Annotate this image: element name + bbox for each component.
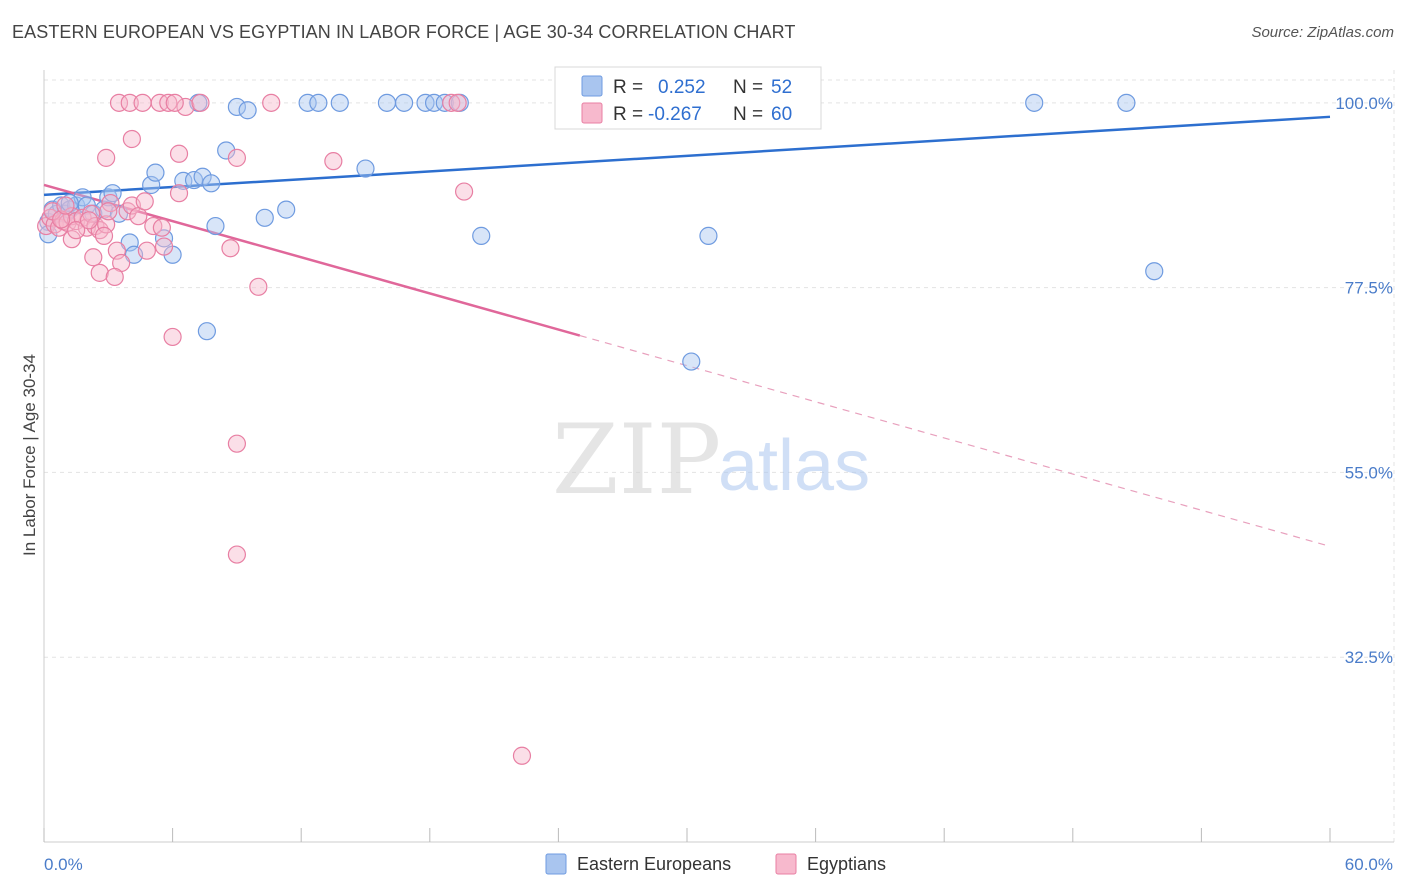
point-1-33 bbox=[122, 129, 141, 149]
chart-title: EASTERN EUROPEAN VS EGYPTIAN IN LABOR FO… bbox=[12, 22, 796, 42]
point-0-25 bbox=[227, 97, 246, 117]
legend-r-label-1: R = bbox=[613, 77, 643, 98]
point-1-36 bbox=[221, 239, 240, 258]
point-1-44 bbox=[512, 746, 532, 765]
point-1-52 bbox=[94, 226, 114, 245]
point-1-13 bbox=[97, 215, 116, 234]
point-1-58 bbox=[79, 211, 99, 230]
point-1-57 bbox=[169, 184, 189, 203]
point-0-47 bbox=[197, 322, 216, 341]
trend-line-1 bbox=[43, 183, 581, 337]
point-1-51 bbox=[67, 221, 86, 240]
stats-legend: R = 0.252 N = 52 R = -0.267 N = 60 bbox=[554, 66, 822, 130]
point-0-23 bbox=[206, 216, 225, 236]
point-1-47 bbox=[90, 263, 109, 282]
point-0-33 bbox=[377, 93, 397, 112]
point-0-44 bbox=[1117, 93, 1136, 112]
point-1-38 bbox=[262, 93, 281, 112]
point-1-27 bbox=[120, 93, 139, 112]
point-1-25 bbox=[176, 97, 195, 117]
y-tick-label-2: 55.0% bbox=[1345, 463, 1393, 482]
point-0-28 bbox=[277, 200, 296, 219]
point-1-31 bbox=[165, 93, 184, 112]
point-0-16 bbox=[146, 163, 165, 182]
point-1-28 bbox=[133, 93, 152, 112]
point-0-30 bbox=[309, 93, 328, 112]
legend-swatch-eastern bbox=[581, 75, 603, 97]
point-1-22 bbox=[154, 237, 174, 256]
data-points bbox=[37, 93, 1164, 765]
x-tick-labels: 0.0% 60.0% bbox=[44, 855, 1393, 874]
point-1-24 bbox=[169, 144, 189, 163]
point-0-27 bbox=[255, 208, 274, 227]
trend-lines bbox=[43, 115, 1331, 547]
point-1-53 bbox=[135, 192, 154, 211]
watermark-zip: ZIP bbox=[552, 404, 721, 516]
point-1-20 bbox=[137, 241, 156, 260]
point-0-34 bbox=[394, 93, 414, 112]
legend-n-label-1: N = bbox=[733, 77, 763, 98]
legend-n-value-1: 52 bbox=[771, 77, 792, 98]
x-tick-label-0: 0.0% bbox=[44, 855, 83, 874]
watermark-atlas: atlas bbox=[718, 426, 870, 506]
legend-n-value-2: 60 bbox=[771, 104, 792, 125]
legend-r-value-2: -0.267 bbox=[648, 104, 702, 125]
point-1-54 bbox=[152, 218, 171, 237]
y-tick-label-1: 77.5% bbox=[1345, 279, 1393, 298]
point-1-43 bbox=[227, 545, 246, 564]
point-0-29 bbox=[298, 93, 317, 112]
point-0-46 bbox=[682, 352, 701, 371]
point-0-24 bbox=[217, 141, 236, 160]
x-tick-label-1: 60.0% bbox=[1345, 855, 1393, 874]
watermark: ZIP atlas bbox=[552, 404, 870, 516]
point-1-49 bbox=[62, 230, 81, 249]
legend-n-label-2: N = bbox=[733, 104, 763, 125]
point-1-26 bbox=[109, 93, 129, 112]
y-tick-labels: 100.0% 77.5% 55.0% 32.5% bbox=[1335, 94, 1393, 667]
point-0-32 bbox=[356, 159, 375, 178]
point-0-40 bbox=[699, 226, 718, 245]
axes bbox=[43, 70, 1394, 843]
legend-r-label-2: R = bbox=[613, 104, 643, 125]
point-1-30 bbox=[159, 93, 178, 112]
point-0-39 bbox=[472, 226, 491, 245]
point-1-23 bbox=[163, 327, 182, 347]
point-1-34 bbox=[97, 148, 116, 167]
point-1-59 bbox=[99, 202, 118, 221]
series-legend-swatch-eastern bbox=[545, 853, 567, 875]
series-legend-label-eastern: Eastern Europeans bbox=[577, 854, 731, 874]
series-legend-swatch-egyptian bbox=[775, 853, 797, 875]
point-1-48 bbox=[105, 267, 124, 287]
trend-line-0 bbox=[43, 115, 1331, 197]
point-1-41 bbox=[448, 93, 467, 112]
point-1-35 bbox=[227, 148, 246, 167]
legend-r-value-1: 0.252 bbox=[658, 77, 706, 98]
chart-source: Source: ZipAtlas.com bbox=[1251, 24, 1394, 41]
point-0-26 bbox=[238, 101, 257, 120]
y-tick-label-0: 100.0% bbox=[1335, 94, 1393, 113]
point-0-31 bbox=[330, 93, 349, 112]
point-1-32 bbox=[191, 93, 210, 112]
point-1-46 bbox=[84, 248, 103, 267]
point-0-37 bbox=[435, 93, 454, 112]
point-0-45 bbox=[1145, 262, 1164, 281]
point-1-55 bbox=[52, 210, 71, 229]
point-0-22 bbox=[202, 174, 221, 193]
y-axis-title: In Labor Force | Age 30-34 bbox=[20, 354, 39, 556]
y-tick-label-3: 32.5% bbox=[1345, 648, 1393, 667]
point-1-56 bbox=[56, 196, 75, 215]
series-legend: Eastern Europeans Egyptians bbox=[545, 853, 886, 875]
legend-swatch-egyptian bbox=[581, 102, 603, 124]
point-1-45 bbox=[454, 182, 474, 201]
point-1-39 bbox=[324, 152, 343, 171]
series-legend-label-egyptian: Egyptians bbox=[807, 854, 886, 874]
point-1-42 bbox=[227, 434, 246, 453]
point-0-43 bbox=[1025, 93, 1044, 112]
point-1-40 bbox=[442, 93, 461, 112]
point-1-37 bbox=[249, 277, 268, 296]
